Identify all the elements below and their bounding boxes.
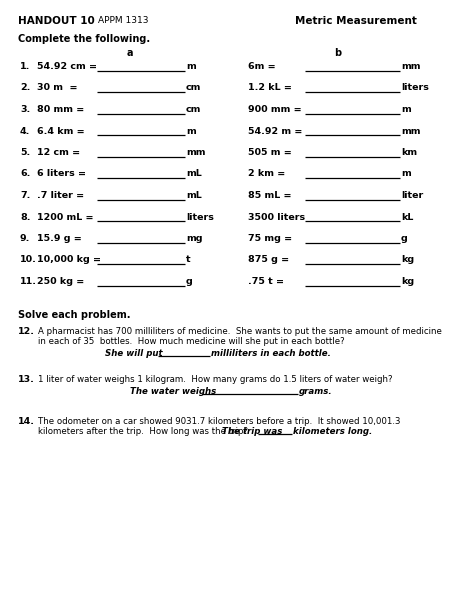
Text: 7.: 7. [20, 191, 30, 200]
Text: 54.92 cm =: 54.92 cm = [37, 62, 97, 71]
Text: mm: mm [401, 127, 420, 136]
Text: 6m =: 6m = [248, 62, 275, 71]
Text: 80 mm =: 80 mm = [37, 105, 84, 114]
Text: 6.4 km =: 6.4 km = [37, 127, 85, 136]
Text: She will put: She will put [105, 349, 163, 358]
Text: 14.: 14. [18, 417, 35, 426]
Text: HANDOUT 10: HANDOUT 10 [18, 16, 95, 26]
Text: 12 cm =: 12 cm = [37, 148, 80, 157]
Text: The odometer on a car showed 9031.7 kilometers before a trip.  It showed 10,001.: The odometer on a car showed 9031.7 kilo… [38, 417, 401, 426]
Text: 5.: 5. [20, 148, 30, 157]
Text: .75 t =: .75 t = [248, 277, 284, 286]
Text: 1 liter of water weighs 1 kilogram.  How many grams do 1.5 liters of water weigh: 1 liter of water weighs 1 kilogram. How … [38, 375, 392, 384]
Text: 1200 mL =: 1200 mL = [37, 213, 93, 221]
Text: A pharmacist has 700 milliliters of medicine.  She wants to put the same amount : A pharmacist has 700 milliliters of medi… [38, 327, 442, 336]
Text: t: t [186, 256, 191, 265]
Text: 505 m =: 505 m = [248, 148, 292, 157]
Text: 3.: 3. [20, 105, 30, 114]
Text: kilometers long.: kilometers long. [293, 426, 372, 436]
Text: 6.: 6. [20, 169, 30, 179]
Text: APPM 1313: APPM 1313 [98, 16, 148, 25]
Text: Solve each problem.: Solve each problem. [18, 310, 130, 320]
Text: liters: liters [186, 213, 214, 221]
Text: kilometers after the trip.  How long was the trip?: kilometers after the trip. How long was … [38, 426, 254, 436]
Text: mL: mL [186, 169, 202, 179]
Text: cm: cm [186, 105, 201, 114]
Text: 75 mg =: 75 mg = [248, 234, 292, 243]
Text: The trip was: The trip was [222, 426, 283, 436]
Text: m: m [401, 105, 411, 114]
Text: a: a [127, 48, 133, 58]
Text: 1.2 kL =: 1.2 kL = [248, 83, 292, 92]
Text: mm: mm [401, 62, 420, 71]
Text: g: g [401, 234, 408, 243]
Text: kg: kg [401, 256, 414, 265]
Text: 1.: 1. [20, 62, 30, 71]
Text: 30 m  =: 30 m = [37, 83, 78, 92]
Text: m: m [186, 127, 196, 136]
Text: m: m [401, 169, 411, 179]
Text: 900 mm =: 900 mm = [248, 105, 301, 114]
Text: g: g [186, 277, 193, 286]
Text: The water weighs: The water weighs [130, 387, 216, 395]
Text: b: b [335, 48, 342, 58]
Text: cm: cm [186, 83, 201, 92]
Text: 4.: 4. [20, 127, 30, 136]
Text: 8.: 8. [20, 213, 30, 221]
Text: mL: mL [186, 191, 202, 200]
Text: 15.9 g =: 15.9 g = [37, 234, 82, 243]
Text: milliliters in each bottle.: milliliters in each bottle. [211, 349, 331, 358]
Text: 2 km =: 2 km = [248, 169, 285, 179]
Text: 250 kg =: 250 kg = [37, 277, 84, 286]
Text: Complete the following.: Complete the following. [18, 34, 150, 44]
Text: mm: mm [186, 148, 206, 157]
Text: 10,000 kg =: 10,000 kg = [37, 256, 101, 265]
Text: Metric Measurement: Metric Measurement [295, 16, 417, 26]
Text: 2.: 2. [20, 83, 30, 92]
Text: 875 g =: 875 g = [248, 256, 289, 265]
Text: 13.: 13. [18, 375, 35, 384]
Text: .7 liter =: .7 liter = [37, 191, 84, 200]
Text: km: km [401, 148, 417, 157]
Text: kg: kg [401, 277, 414, 286]
Text: liter: liter [401, 191, 423, 200]
Text: 9.: 9. [20, 234, 30, 243]
Text: 85 mL =: 85 mL = [248, 191, 292, 200]
Text: 3500 liters: 3500 liters [248, 213, 305, 221]
Text: mg: mg [186, 234, 202, 243]
Text: 6 liters =: 6 liters = [37, 169, 86, 179]
Text: 10.: 10. [20, 256, 37, 265]
Text: 12.: 12. [18, 327, 35, 336]
Text: kL: kL [401, 213, 413, 221]
Text: m: m [186, 62, 196, 71]
Text: in each of 35  bottles.  How much medicine will she put in each bottle?: in each of 35 bottles. How much medicine… [38, 336, 345, 346]
Text: grams.: grams. [299, 387, 333, 395]
Text: 54.92 m =: 54.92 m = [248, 127, 302, 136]
Text: 11.: 11. [20, 277, 37, 286]
Text: liters: liters [401, 83, 429, 92]
